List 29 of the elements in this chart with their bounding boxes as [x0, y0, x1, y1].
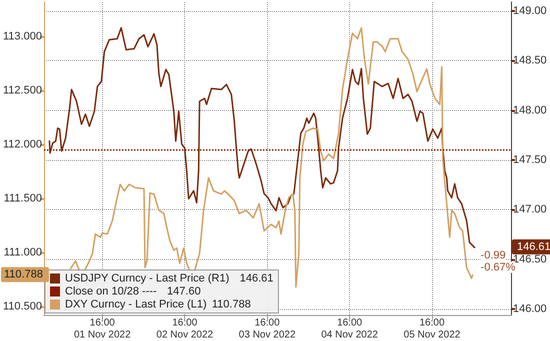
- annotation: 147.60: [167, 286, 201, 298]
- line-series: [48, 27, 476, 248]
- x-tick-label: 16:00 03 Nov 2022: [238, 318, 296, 340]
- annotation: 110.788: [212, 298, 251, 310]
- y2-tick-label: 148.50: [513, 54, 547, 67]
- x-tick-label: 16:00 05 Nov 2022: [404, 318, 461, 340]
- annotation: 146.61: [240, 272, 274, 284]
- y2-tick-label: 147.00: [513, 204, 547, 216]
- annotation: -0.99: [480, 249, 506, 262]
- y2-tick-label: 146.50: [513, 253, 547, 266]
- y2-tick-label: 149.00: [513, 4, 547, 17]
- y-tick-label: 111.500: [4, 192, 42, 204]
- y-tick-label: 113.000: [2, 30, 42, 43]
- x-tick-label: 16:00 04 Nov 2022: [321, 318, 378, 340]
- y2-tick-label: 146.00: [513, 303, 547, 316]
- y-tick-label: 112.000: [2, 138, 42, 150]
- legend-label: USDJPY Curncy - Last Price (R1): [65, 272, 230, 284]
- legend-label: DXY Curncy - Last Price (L1): [65, 298, 207, 310]
- legend-label: Close on 10/28 ----: [65, 286, 158, 298]
- x-tick-label: 16:00 02 Nov 2022: [156, 318, 214, 340]
- text: 146.61: [517, 240, 550, 253]
- annotation: -0.67%: [480, 261, 516, 274]
- y-tick-label: 110.500: [2, 300, 42, 312]
- y-tick-label: 112.500: [2, 84, 42, 97]
- x-tick-label: 16:00 01 Nov 2022: [74, 318, 132, 340]
- text: 110.788: [4, 268, 43, 281]
- y2-tick-label: 148.00: [513, 104, 547, 116]
- y-tick-label: 111.000: [4, 246, 42, 258]
- y2-tick-label: 147.50: [513, 154, 547, 166]
